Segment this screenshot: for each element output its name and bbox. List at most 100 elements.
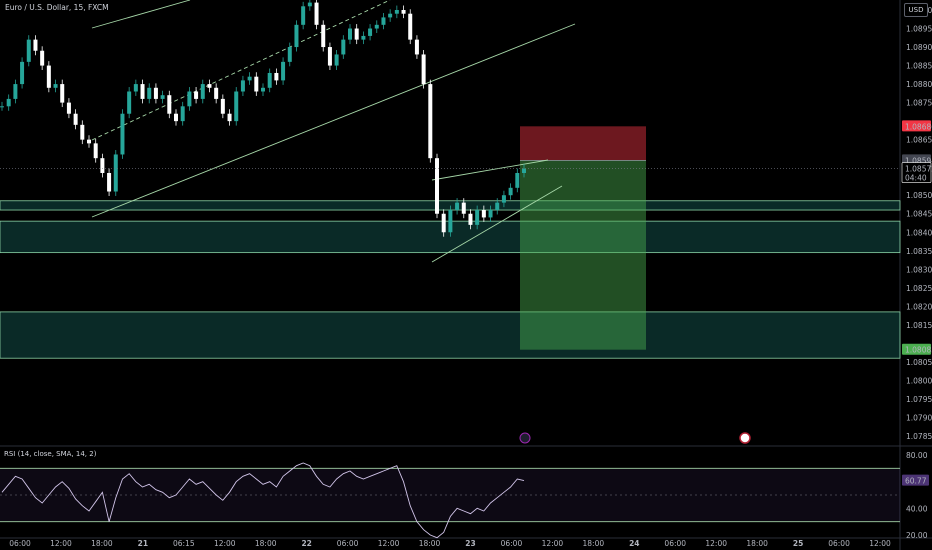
time-tick-label: 18:00 [255,539,277,548]
candle-body [501,195,506,203]
candle-body [287,47,292,62]
trend-line-2 [91,0,391,141]
trend-line-1 [91,23,576,218]
rsi-title: RSI (14, close, SMA, 14, 2) [4,450,97,458]
price-tick-label: 1.08350 [906,247,932,256]
price-badge-stop [902,120,931,132]
candle-body [394,10,399,14]
candle-body [33,39,38,51]
candle-body [167,95,172,114]
zone-2 [0,311,901,359]
time-tick-label: 06:00 [664,539,686,548]
price-tick-label: 1.08650 [906,136,932,145]
candle-body [13,84,18,99]
event-flag-icon [519,432,531,444]
candle-body [107,172,112,192]
price-badge-target [902,343,931,355]
candle-body [140,84,145,99]
candle-body [214,87,219,99]
price-tick-label: 1.08500 [906,191,932,200]
candle-body [220,98,225,114]
candle-body [461,202,466,214]
candle-body [327,47,332,66]
candle-body [281,61,286,81]
candle-body [247,76,252,81]
price-tick-label: 1.08850 [906,62,932,71]
candle-body [354,28,359,40]
time-tick-label: 18:00 [746,539,768,548]
price-tick-label: 1.07900 [906,413,932,422]
price-tick-label: 1.08050 [906,358,932,367]
candle-body [160,95,165,99]
time-tick-label: 25 [793,539,803,548]
rsi-value-badge [902,474,929,486]
candle-body [334,54,339,66]
candle-body [307,2,312,7]
candle-body [26,39,31,62]
candle-body [227,113,232,122]
price-tick-label: 1.08000 [906,376,932,385]
candle-body [240,80,245,92]
candle-body [374,24,379,29]
candle-body [314,2,319,25]
candle-body [448,210,453,233]
price-tick-label: 1.07850 [906,432,932,441]
candle-body [174,113,178,122]
target-zone [520,160,646,350]
time-tick-label: 12:00 [542,539,564,548]
candle-body [261,87,265,92]
candle-body [40,50,45,66]
time-tick-label: 18:00 [91,539,113,548]
trend-line-3 [431,159,549,181]
time-tick-label: 12:00 [214,539,236,548]
rsi-line [1,462,525,539]
candle-body [133,84,138,92]
candle-body [522,168,526,173]
candle-body [368,28,373,36]
rsi-tick-label: 80.00 [906,451,928,460]
time-tick-label: 18:00 [419,539,441,548]
price-badge-text-stop: 1.08686 [905,122,932,131]
rsi-tick-label: 20.00 [906,531,928,540]
candle-body [0,106,4,108]
trend-line-0 [91,0,191,29]
candle-body [495,202,500,211]
time-tick-label: 06:15 [173,539,195,548]
candle-body [254,76,259,92]
candle-body [120,113,125,155]
candle-body [66,102,71,114]
candle-body [46,65,51,88]
time-tick-label: 23 [465,539,475,548]
candle-body [475,210,480,225]
candle-body [401,10,406,14]
time-tick-label: 22 [301,539,311,548]
time-tick-label: 06:00 [9,539,31,548]
candle-body [53,84,58,88]
candle-body [60,84,65,103]
candle-body [187,91,192,107]
candle-body [294,24,299,48]
time-tick-label: 18:00 [583,539,605,548]
candle-body [388,13,393,18]
candle-body [441,213,446,233]
candle-body [468,213,473,225]
currency-button[interactable]: USD [904,3,928,17]
price-tick-label: 1.08300 [906,265,932,274]
time-tick-label: 24 [629,539,639,548]
candle-body [455,202,460,211]
candle-body [180,106,185,122]
candle-body [435,158,439,214]
time-tick-label: 12:00 [378,539,400,548]
candle-body [200,84,205,99]
time-tick-label: 12:00 [705,539,727,548]
time-tick-label: 06:00 [828,539,850,548]
trend-line-4 [431,185,563,263]
candle-body [207,84,212,88]
price-badge-text-entry: 1.08594 [905,156,932,165]
candle-body [127,91,132,114]
time-tick-label: 12:00 [869,539,891,548]
time-tick-label: 12:00 [50,539,72,548]
candle-body [234,91,239,122]
